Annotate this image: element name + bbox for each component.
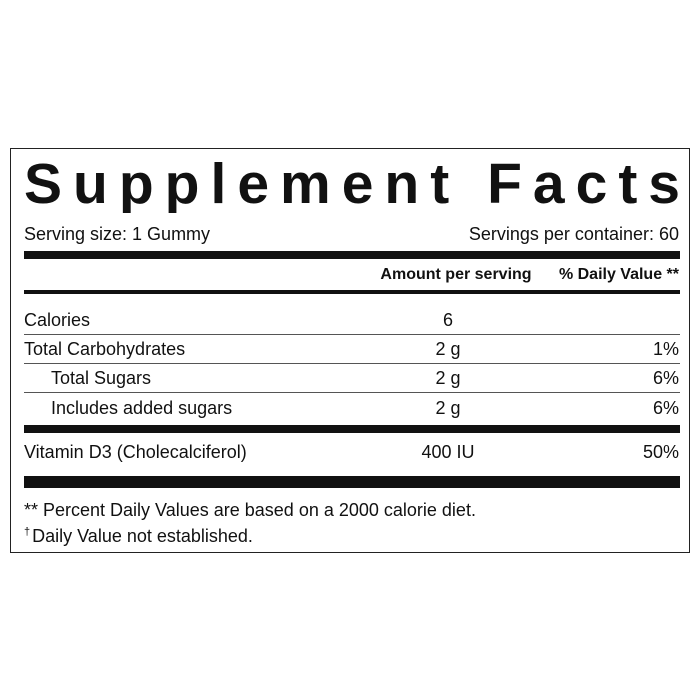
- amount-header: Amount per serving: [380, 266, 532, 283]
- daily-value: 1%: [652, 339, 679, 359]
- supplement-facts-panel: Supplement Facts Serving size: 1 Gummy S…: [10, 148, 690, 553]
- thick-rule: [24, 425, 680, 433]
- amount: 6: [442, 310, 454, 330]
- serving-size: Serving size: 1 Gummy: [24, 224, 211, 244]
- servings-per-container: Servings per container: 60: [468, 224, 679, 244]
- amount: 400 IU: [421, 442, 475, 462]
- medium-rule: [24, 290, 680, 294]
- daily-value: 50%: [642, 442, 679, 462]
- footnote: ** Percent Daily Values are based on a 2…: [24, 501, 476, 519]
- amount: 2 g: [435, 339, 461, 359]
- daily-value: 6%: [652, 368, 679, 388]
- nutrient-name: Total Carbohydrates: [24, 339, 186, 359]
- nutrient-name: Includes added sugars: [51, 398, 233, 418]
- thin-rule: [24, 334, 680, 335]
- thin-rule: [24, 392, 680, 393]
- footnote-symbol: †: [24, 526, 31, 538]
- footnote: † Daily Value not established.: [24, 526, 253, 546]
- amount: 2 g: [435, 398, 461, 418]
- title-svg: Supplement Facts: [24, 153, 680, 213]
- amount: 2 g: [435, 368, 461, 388]
- footnote-text: Daily Value not established.: [32, 526, 253, 546]
- thick-rule: [24, 251, 680, 259]
- thick-rule: [24, 476, 680, 488]
- title: Supplement Facts: [24, 153, 680, 213]
- thin-rule: [24, 363, 680, 364]
- nutrient-name: Calories: [24, 310, 91, 330]
- nutrient-name: Total Sugars: [51, 368, 152, 388]
- nutrient-name: Vitamin D3 (Cholecalciferol): [24, 442, 247, 462]
- daily-value-header: % Daily Value **: [558, 266, 679, 283]
- daily-value: 6%: [652, 398, 679, 418]
- footnote-text: ** Percent Daily Values are based on a 2…: [24, 500, 476, 520]
